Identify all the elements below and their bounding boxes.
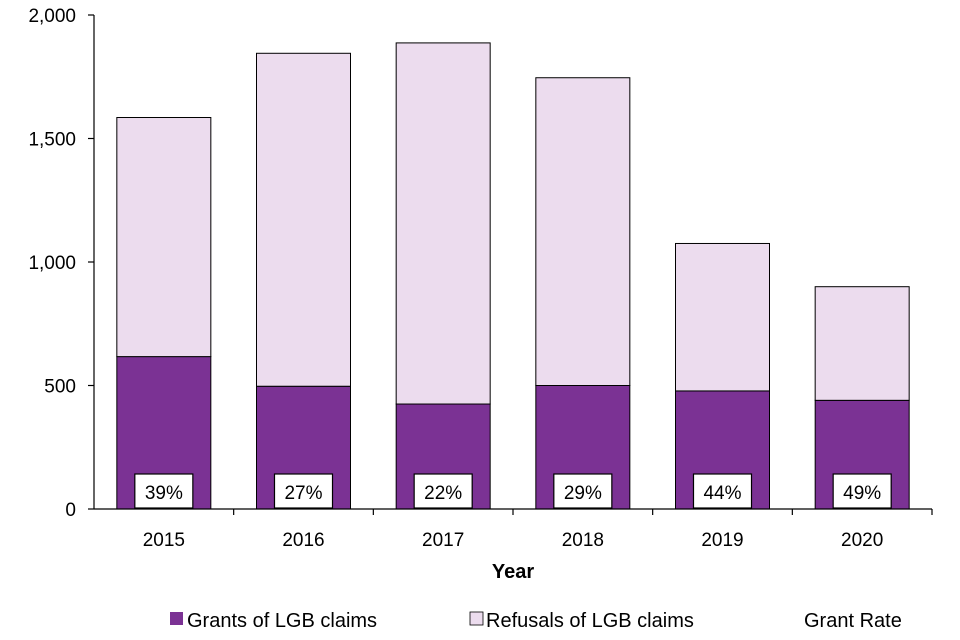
grant-rate-box-2019 <box>692 473 753 509</box>
grant-rate-box-2018 <box>553 473 613 509</box>
legend-item-grants: Grants of LGB claims <box>170 610 377 632</box>
grant-rate-label-2018: 29% <box>564 483 602 504</box>
x-tick-label-2019: 2019 <box>701 530 743 551</box>
y-tick-label-500: 500 <box>44 377 76 398</box>
legend: Grants of LGB claims Refusals of LGB cla… <box>170 610 902 632</box>
bar-refusals-2019 <box>675 242 770 392</box>
grant-rate-label-2015: 39% <box>145 483 183 504</box>
y-tick-label-1000: 1,000 <box>28 253 76 274</box>
y-tick-label-2000: 2,000 <box>28 6 76 27</box>
grant-rate-label-2017: 22% <box>424 483 462 504</box>
legend-label-refusals: Refusals of LGB claims <box>486 610 694 632</box>
legend-label-grants: Grants of LGB claims <box>187 610 377 632</box>
grant-rate-box-2020 <box>832 473 892 509</box>
x-axis-title: Year <box>492 561 534 583</box>
bar-refusals-2018 <box>535 77 631 386</box>
legend-swatch-grants <box>170 612 183 625</box>
bar-refusals-2015 <box>116 117 212 358</box>
y-tick-label-0: 0 <box>65 500 76 521</box>
grant-rate-label-2019: 44% <box>703 483 741 504</box>
bar-refusals-2016 <box>256 52 351 387</box>
legend-item-grant-rate: Grant Rate <box>804 610 902 632</box>
x-tick-label-2017: 2017 <box>422 530 464 551</box>
y-axis-ticks: 0 500 1,000 1,500 2,000 <box>28 6 94 521</box>
bar-refusals-2020 <box>814 286 910 401</box>
bars <box>116 42 910 510</box>
grant-rate-labels: 39% 27% 22% 29% 44% 49% <box>134 473 892 509</box>
x-tick-label-2016: 2016 <box>282 530 324 551</box>
grant-rate-box-2016 <box>273 473 334 509</box>
x-tick-label-2020: 2020 <box>841 530 883 551</box>
x-tick-label-2015: 2015 <box>143 530 185 551</box>
legend-swatch-refusals <box>469 611 484 626</box>
grant-rate-label-2016: 27% <box>284 483 322 504</box>
legend-item-refusals: Refusals of LGB claims <box>469 610 694 632</box>
grant-rate-box-2017 <box>413 473 473 509</box>
legend-label-grant-rate: Grant Rate <box>804 610 902 632</box>
grant-rate-label-2020: 49% <box>843 483 881 504</box>
grant-rate-box-2015 <box>134 473 194 509</box>
y-tick-label-1500: 1,500 <box>28 130 76 151</box>
bar-refusals-2017 <box>395 42 491 405</box>
x-tick-label-2018: 2018 <box>562 530 604 551</box>
x-axis-ticks: 2015 2016 2017 2018 2019 2020 <box>143 509 933 551</box>
